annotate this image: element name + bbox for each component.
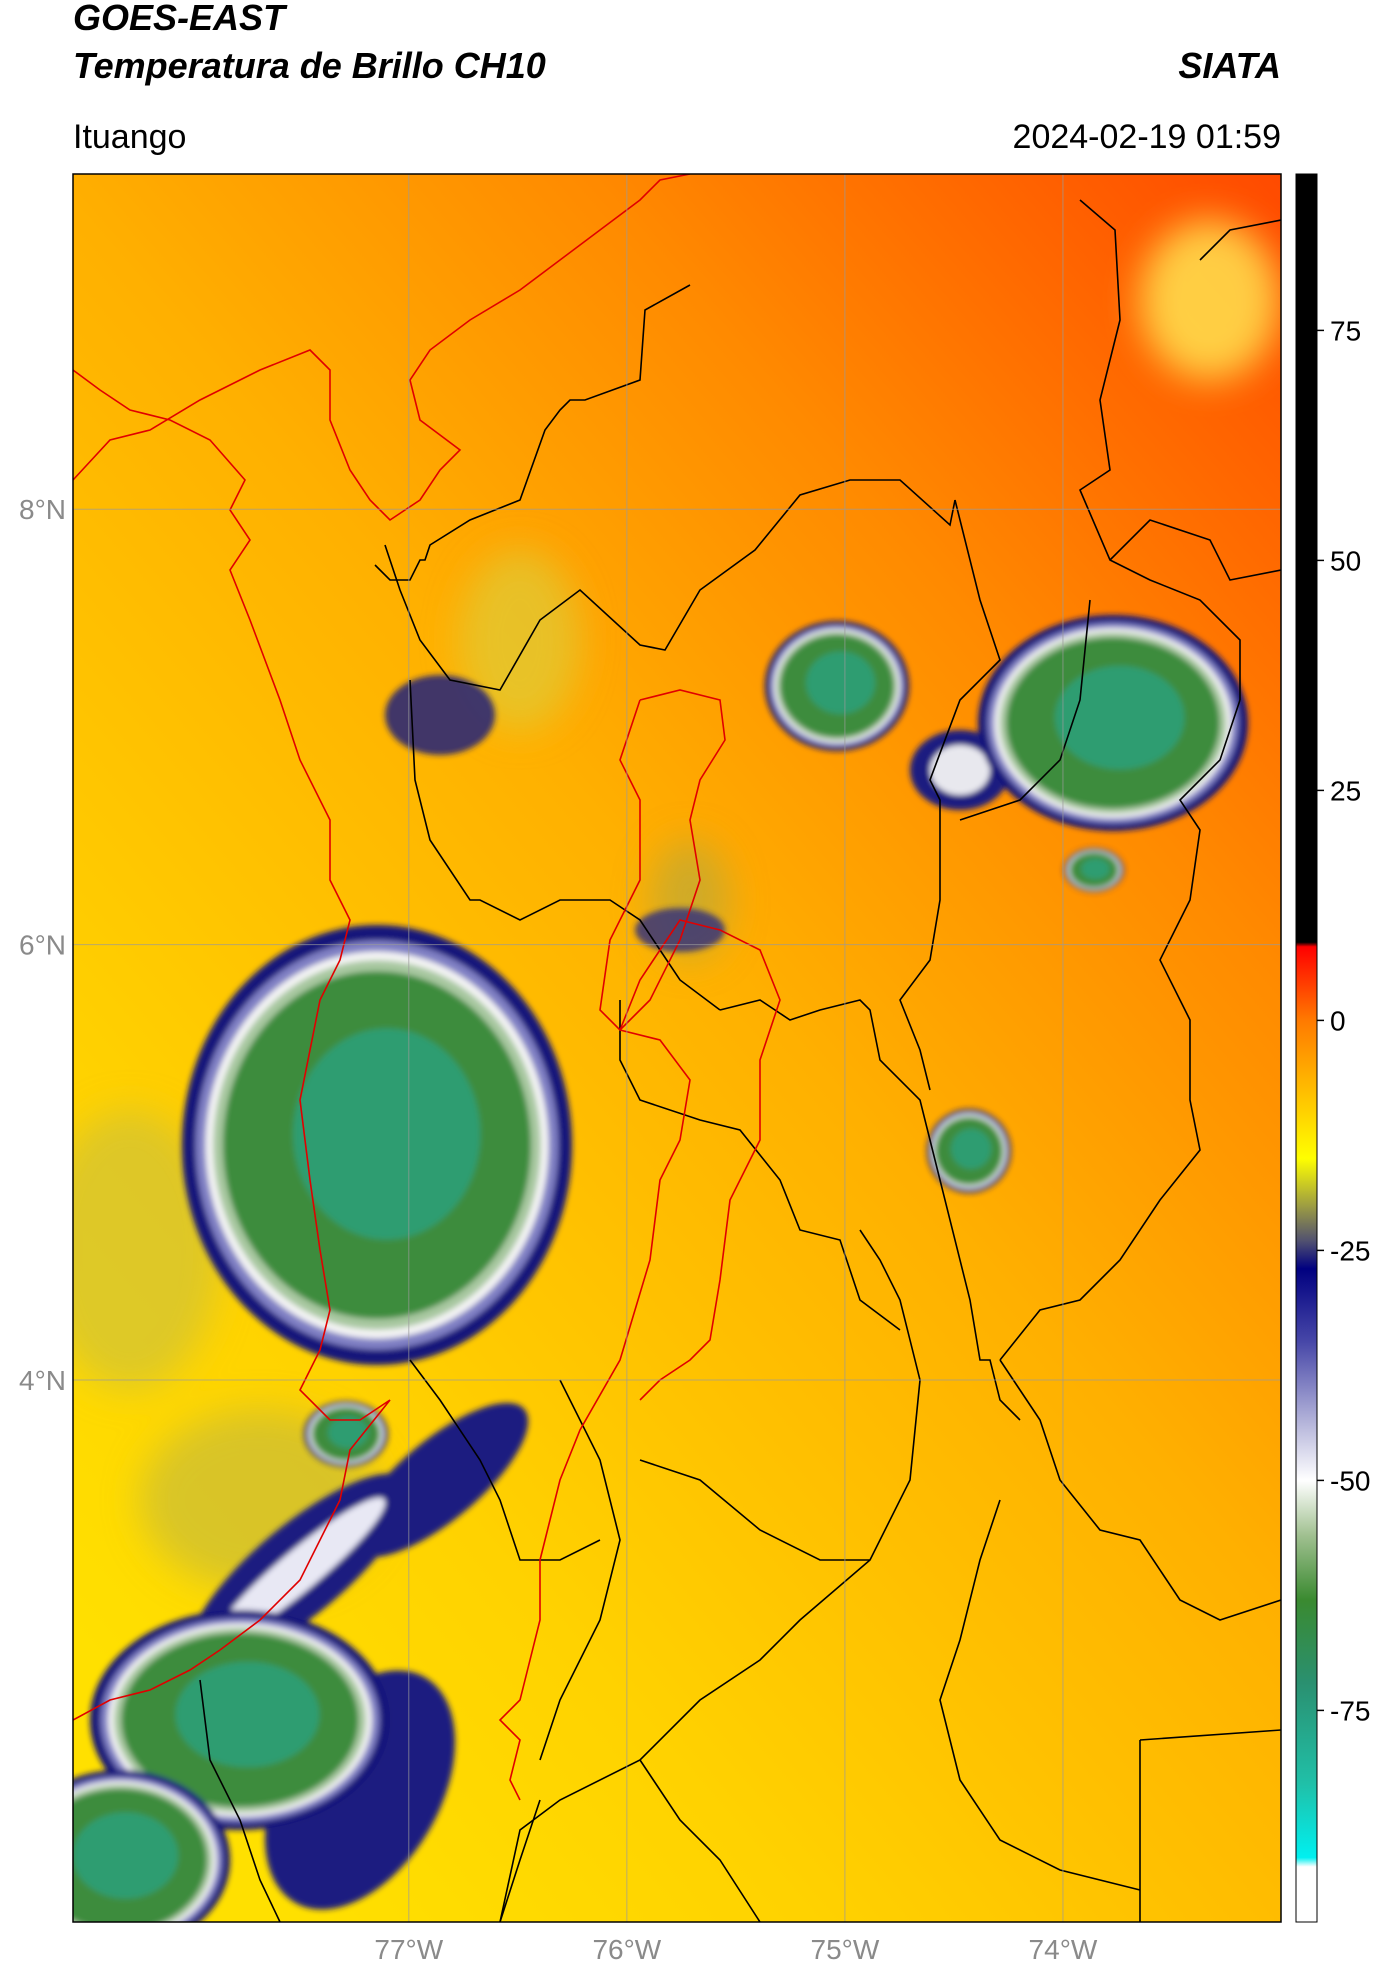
colorbar-tick-label: -75	[1330, 1695, 1370, 1726]
x-tick-label: 76°W	[592, 1934, 661, 1965]
colorbar-tick-label: 75	[1330, 315, 1361, 346]
location: Ituango	[73, 118, 186, 156]
y-tick-label: 6°N	[19, 930, 66, 961]
y-tick-label: 8°N	[19, 494, 66, 525]
x-tick-label: 75°W	[811, 1934, 880, 1965]
colorbar-tick-label: 0	[1330, 1005, 1346, 1036]
datetime: 2024-02-19 01:59	[1013, 118, 1281, 156]
colorbar-tick-label: 50	[1330, 545, 1361, 576]
colorbar-tick-label: -50	[1330, 1465, 1370, 1496]
graticule	[73, 174, 1281, 1922]
colorbar-tick-label: 25	[1330, 775, 1361, 806]
axis-ticks: 77°W 76°W 75°W 74°W 8°N 6°N 4°N 75 50 25 0 -25 -50 -7…	[19, 315, 1370, 1965]
source: SIATA	[1178, 45, 1281, 86]
title: GOES-EAST	[73, 0, 288, 38]
map-frame	[72, 173, 1282, 1923]
colorbar	[1295, 173, 1318, 1923]
map-image	[73, 174, 1281, 1922]
y-tick-label: 4°N	[19, 1365, 66, 1396]
subtitle: Temperatura de Brillo CH10	[73, 45, 546, 86]
x-tick-label: 77°W	[374, 1934, 443, 1965]
x-tick-label: 74°W	[1029, 1934, 1098, 1965]
colorbar-tick-label: -25	[1330, 1235, 1370, 1266]
